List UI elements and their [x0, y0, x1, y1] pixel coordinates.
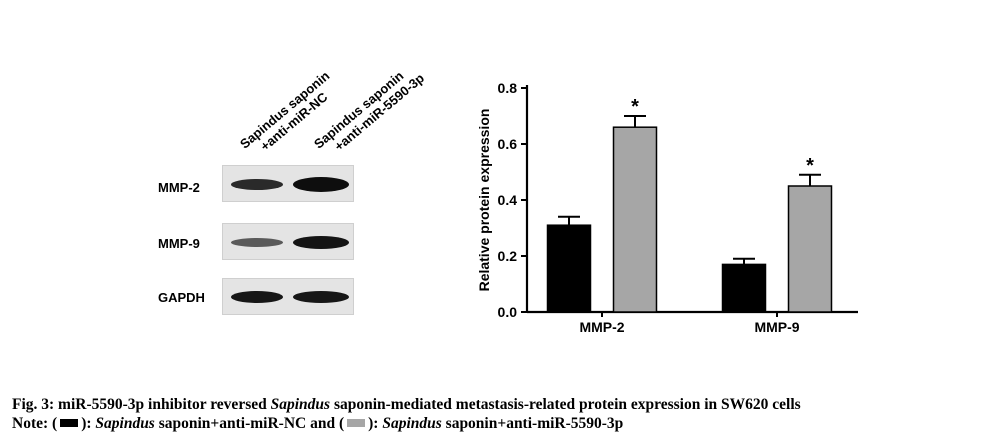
figure-caption: Fig. 3: miR-5590-3p inhibitor reversed S…	[12, 395, 987, 433]
blot-strip-mmp2	[222, 165, 354, 202]
bar	[546, 224, 592, 313]
y-tick-label: 0.4	[498, 192, 518, 208]
caption-line-1: Fig. 3: miR-5590-3p inhibitor reversed S…	[12, 395, 987, 414]
caption-title-italic: Sapindus	[270, 396, 331, 413]
x-tick-label: MMP-2	[579, 319, 624, 335]
y-axis-label: Relative protein expression	[476, 109, 492, 292]
blot-band	[231, 237, 283, 247]
blot-strip-gapdh	[222, 278, 354, 315]
blot-band	[231, 178, 283, 190]
blot-band	[293, 290, 349, 303]
caption-title-prefix: Fig. 3: miR-5590-3p inhibitor reversed	[12, 396, 271, 413]
bar	[721, 263, 767, 313]
legend-1-text: saponin+anti-miR-NC and (	[154, 415, 345, 432]
blot-band	[293, 176, 349, 192]
band-label-gapdh: GAPDH	[158, 290, 205, 305]
caption-title-suffix: saponin-mediated metastasis-related prot…	[330, 396, 801, 413]
x-tick-label: MMP-9	[754, 319, 799, 335]
legend-2-text: saponin+anti-miR-5590-3p	[441, 415, 624, 432]
blot-band	[231, 290, 283, 303]
significance-marker: *	[806, 155, 814, 177]
y-tick-label: 0.8	[498, 80, 518, 96]
blot-band	[293, 235, 349, 249]
caption-line-2: Note: (): Sapindus saponin+anti-miR-NC a…	[12, 414, 987, 433]
y-tick-label: 0.0	[498, 304, 518, 320]
legend-swatch-gray	[347, 419, 366, 427]
bar	[787, 185, 833, 313]
y-tick-label: 0.6	[498, 136, 518, 152]
legend-2-close: ):	[368, 415, 379, 432]
legend-swatch-black	[60, 419, 79, 427]
y-tick-label: 0.2	[498, 248, 518, 264]
caption-note-label: Note: (	[12, 415, 58, 432]
blot-strip-mmp9	[222, 223, 354, 260]
significance-marker: *	[631, 96, 639, 118]
band-label-mmp2: MMP-2	[158, 180, 200, 195]
bar	[612, 126, 658, 313]
legend-1-italic: Sapindus	[95, 415, 155, 432]
legend-1-close: ):	[81, 415, 92, 432]
band-label-mmp9: MMP-9	[158, 236, 200, 251]
legend-2-italic: Sapindus	[382, 415, 442, 432]
